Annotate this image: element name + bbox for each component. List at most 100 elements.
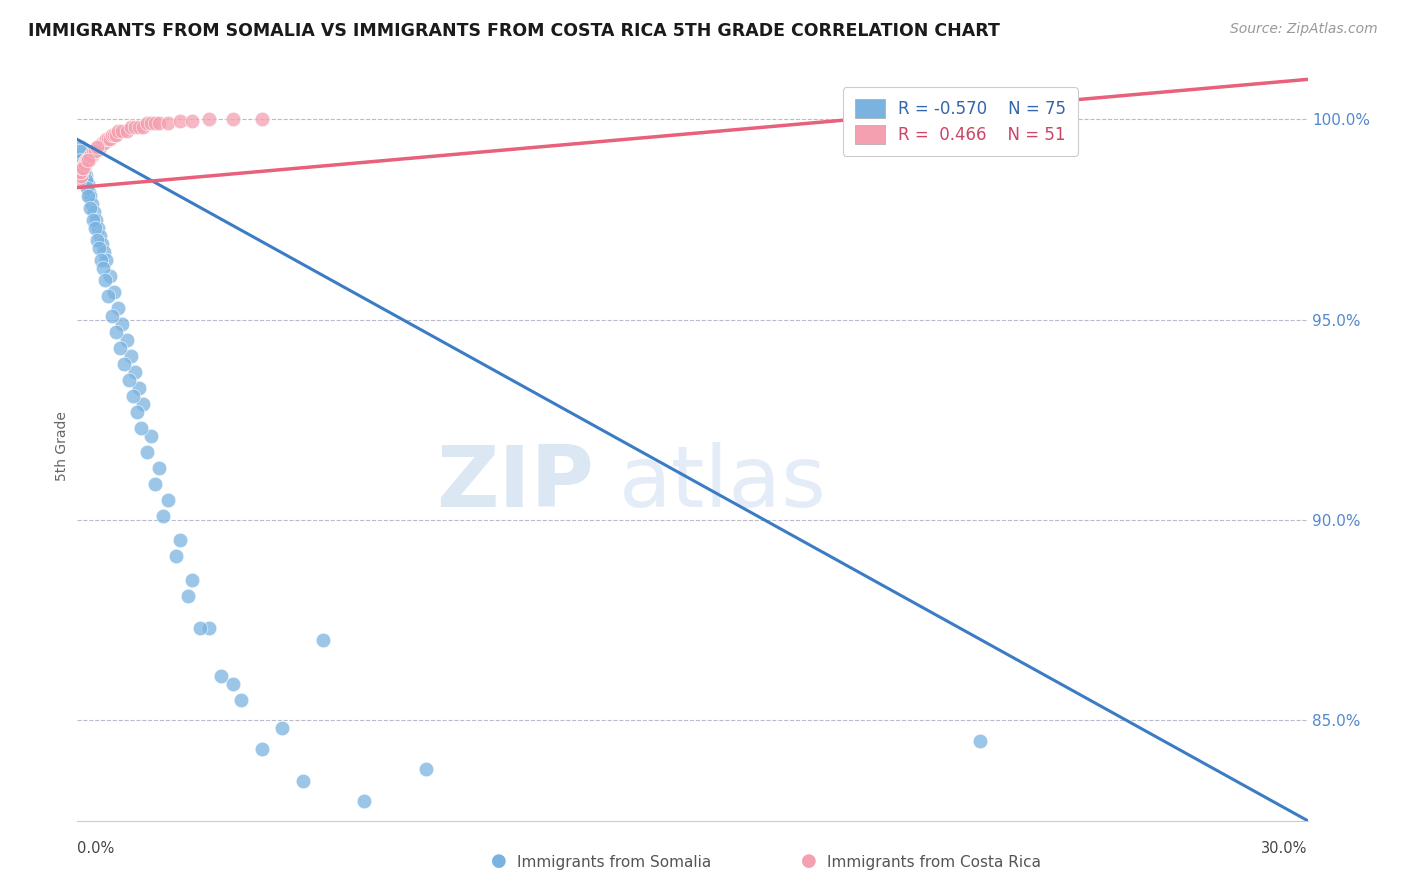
- Point: [152, 509, 174, 524]
- Point: [98, 132, 121, 146]
- Point: [291, 773, 314, 788]
- Point: [141, 116, 163, 130]
- Point: [143, 116, 166, 130]
- Text: 0.0%: 0.0%: [77, 840, 114, 855]
- Point: [103, 128, 125, 143]
- Point: [73, 164, 96, 178]
- Point: [77, 188, 100, 202]
- Point: [72, 161, 94, 175]
- Point: [169, 533, 191, 548]
- Point: [70, 153, 93, 167]
- Text: atlas: atlas: [619, 442, 827, 525]
- Text: ZIP: ZIP: [436, 442, 595, 525]
- Point: [181, 573, 204, 587]
- Point: [110, 341, 132, 355]
- Point: [87, 241, 110, 255]
- Text: Immigrants from Costa Rica: Immigrants from Costa Rica: [827, 855, 1040, 870]
- Point: [76, 153, 98, 167]
- Point: [80, 196, 103, 211]
- Point: [73, 156, 96, 170]
- Point: [70, 164, 93, 178]
- Point: [77, 153, 100, 167]
- Point: [86, 140, 108, 154]
- Text: Source: ZipAtlas.com: Source: ZipAtlas.com: [1230, 22, 1378, 37]
- Point: [250, 112, 273, 127]
- Point: [70, 153, 93, 167]
- Point: [73, 156, 96, 170]
- Point: [136, 116, 159, 130]
- Point: [83, 145, 105, 159]
- Point: [70, 156, 93, 170]
- Point: [128, 120, 150, 135]
- Point: [312, 633, 335, 648]
- Point: [105, 325, 128, 339]
- Point: [271, 722, 294, 736]
- Point: [156, 116, 179, 130]
- Point: [83, 145, 105, 159]
- Point: [125, 405, 148, 419]
- Point: [76, 153, 98, 167]
- Point: [77, 185, 100, 199]
- Point: [136, 445, 159, 459]
- Point: [132, 397, 155, 411]
- Point: [115, 333, 138, 347]
- Point: [231, 693, 253, 707]
- Point: [101, 309, 124, 323]
- Point: [93, 244, 115, 259]
- Point: [75, 156, 97, 170]
- Point: [72, 156, 94, 170]
- Point: [97, 289, 120, 303]
- Point: [98, 268, 121, 283]
- Point: [73, 164, 96, 178]
- Point: [353, 794, 375, 808]
- Point: [80, 148, 103, 162]
- Point: [70, 161, 93, 175]
- Point: [148, 116, 170, 130]
- Point: [76, 177, 98, 191]
- Point: [72, 161, 94, 175]
- Point: [105, 128, 128, 143]
- Point: [90, 252, 112, 267]
- Point: [111, 124, 134, 138]
- Point: [124, 365, 146, 379]
- Point: [67, 148, 90, 162]
- Point: [93, 136, 115, 151]
- Point: [75, 169, 97, 183]
- Point: [94, 273, 117, 287]
- Point: [181, 114, 204, 128]
- Point: [89, 228, 111, 243]
- Point: [250, 741, 273, 756]
- Point: [121, 389, 143, 403]
- Point: [70, 161, 93, 175]
- Point: [169, 114, 191, 128]
- Point: [67, 172, 90, 186]
- Point: [75, 153, 97, 167]
- Point: [120, 349, 142, 363]
- Point: [222, 112, 245, 127]
- Point: [79, 148, 101, 162]
- Point: [197, 621, 219, 635]
- Point: [209, 669, 232, 683]
- Point: [90, 136, 114, 151]
- Point: [97, 132, 120, 146]
- Point: [91, 260, 114, 275]
- Point: [72, 161, 94, 175]
- Point: [141, 429, 163, 443]
- Point: [129, 421, 152, 435]
- Point: [75, 172, 97, 186]
- Point: [84, 212, 107, 227]
- Point: [969, 733, 991, 747]
- Point: [87, 220, 110, 235]
- Point: [69, 164, 91, 178]
- Point: [79, 201, 101, 215]
- Point: [132, 120, 155, 135]
- Point: [77, 153, 100, 167]
- Point: [143, 477, 166, 491]
- Point: [69, 145, 91, 159]
- Point: [84, 145, 107, 159]
- Point: [69, 169, 91, 183]
- Point: [79, 148, 101, 162]
- Point: [86, 233, 108, 247]
- Point: [69, 140, 91, 154]
- Text: Immigrants from Somalia: Immigrants from Somalia: [517, 855, 711, 870]
